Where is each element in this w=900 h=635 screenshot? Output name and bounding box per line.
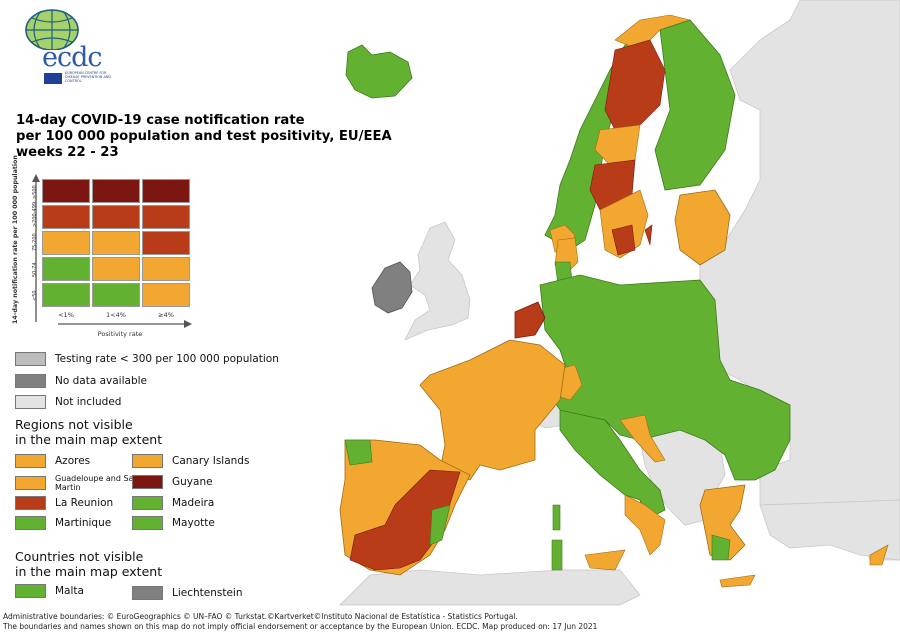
legend-swatch <box>132 475 163 489</box>
matrix-cell <box>42 179 90 203</box>
matrix-col-label: ≥4% <box>158 311 174 319</box>
matrix-x-axis-title: Positivity rate <box>97 330 143 338</box>
legend-region-canary-islands: Canary Islands <box>132 454 249 468</box>
legend-swatch <box>15 454 46 468</box>
legend-swatch <box>15 395 46 409</box>
map-footer: Administrative boundaries: © EuroGeograp… <box>3 612 598 631</box>
legend-swatch <box>132 516 163 530</box>
ireland <box>371 261 413 314</box>
matrix-row-label: 75-200 <box>32 233 38 251</box>
legend-swatch <box>132 496 163 510</box>
legend-region-mayotte: Mayotte <box>132 516 215 530</box>
matrix-col-label: <1% <box>58 311 74 319</box>
matrix-axes <box>32 174 192 328</box>
greece <box>699 484 746 561</box>
legend-country-liechtenstein: Liechtenstein <box>132 586 243 600</box>
iceland <box>345 44 413 99</box>
legend-region-guyane: Guyane <box>132 475 213 489</box>
matrix-row-label: <50 <box>32 290 38 301</box>
legend-region-guadeloupe: Guadeloupe and Saint Martin <box>15 474 145 492</box>
matrix-cell <box>42 283 90 307</box>
ecdc-logo: ecdc EUROPEAN CENTRE FOR DISEASE PREVENT… <box>12 6 112 86</box>
netherlands <box>514 301 546 339</box>
legend-region-madeira: Madeira <box>132 496 214 510</box>
legend-country-malta: Malta <box>15 584 84 598</box>
legend-testing-rate: Testing rate < 300 per 100 000 populatio… <box>15 352 279 366</box>
matrix-cell <box>42 257 90 281</box>
matrix-cell <box>142 283 190 307</box>
legend-swatch <box>15 352 46 366</box>
legend-swatch <box>132 454 163 468</box>
matrix-cell <box>142 179 190 203</box>
matrix-cell <box>92 257 140 281</box>
legend-region-martinique: Martinique <box>15 516 111 530</box>
countries-heading: Countries not visible in the main map ex… <box>15 549 163 579</box>
map-title: 14-day COVID-19 case notification rate p… <box>16 113 392 160</box>
globe-icon <box>25 9 79 50</box>
matrix-cell <box>142 231 190 255</box>
matrix-cell <box>92 231 140 255</box>
logo-text: ecdc <box>42 42 103 73</box>
finland <box>654 19 736 191</box>
legend-swatch <box>15 584 46 598</box>
matrix-row-label: 50-74 <box>32 262 38 277</box>
matrix-cell <box>42 205 90 229</box>
legend-swatch <box>15 374 46 388</box>
legend-swatch <box>15 476 46 490</box>
matrix-cell <box>42 231 90 255</box>
matrix-cell <box>142 257 190 281</box>
matrix-cell <box>92 205 140 229</box>
matrix-col-label: 1<4% <box>106 311 126 319</box>
legend-swatch <box>132 586 163 600</box>
regions-heading: Regions not visible in the main map exte… <box>15 417 163 447</box>
eu-flag-icon <box>44 73 62 84</box>
baltics <box>674 189 731 266</box>
matrix-cell <box>142 205 190 229</box>
legend-swatch <box>15 516 46 530</box>
matrix-row-label: >200-499 <box>32 201 38 227</box>
matrix-y-axis-title: 14-day notification rate per 100 000 pop… <box>12 155 19 324</box>
legend-no-data: No data available <box>15 374 147 388</box>
legend-not-included: Not included <box>15 395 121 409</box>
legend-swatch <box>15 496 46 510</box>
legend-region-la-reunion: La Reunion <box>15 496 113 510</box>
france <box>419 339 566 481</box>
legend-region-azores: Azores <box>15 454 90 468</box>
matrix-row-label: ≥500 <box>32 185 38 199</box>
matrix-cell <box>92 283 140 307</box>
logo-subtitle: EUROPEAN CENTRE FOR DISEASE PREVENTION A… <box>65 71 111 83</box>
matrix-cell <box>92 179 140 203</box>
